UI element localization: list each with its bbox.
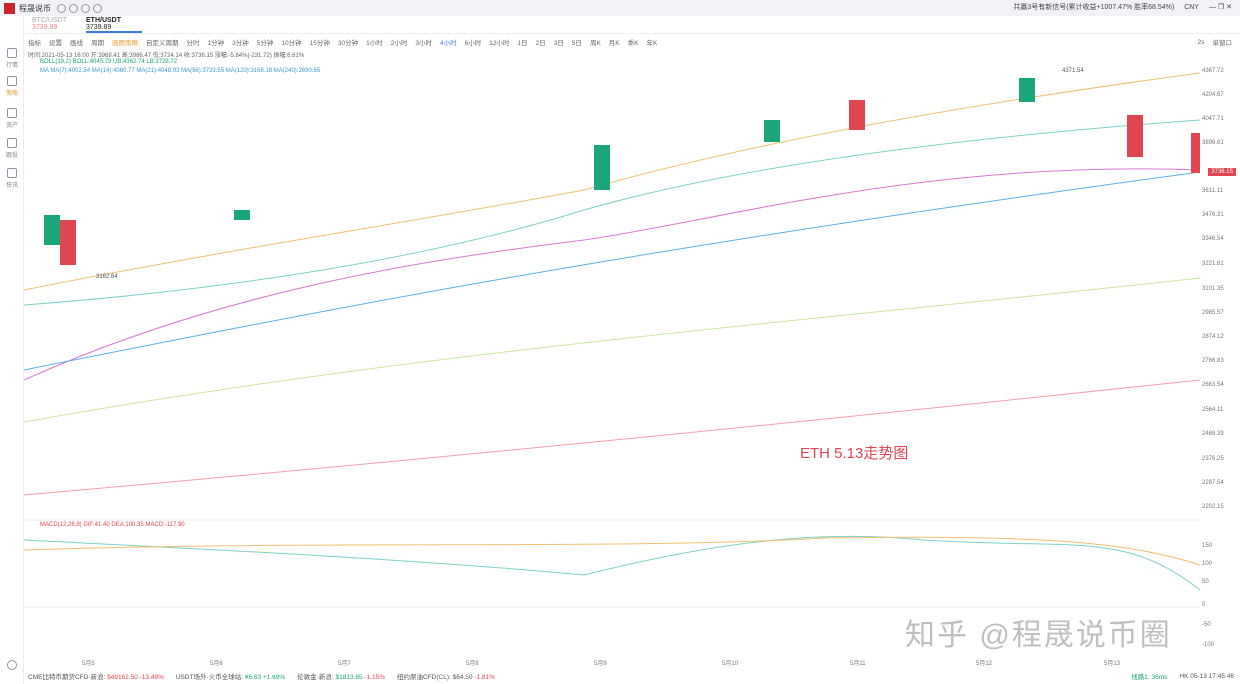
- ohlc-info: 时间:2021-05-13 16:00 开:3968.41 高:3986.47 …: [28, 53, 305, 59]
- phone-icon[interactable]: [93, 3, 102, 13]
- x-tick: 5月13: [1104, 661, 1121, 667]
- period-button[interactable]: 周期: [91, 40, 104, 47]
- period-option[interactable]: 2小时: [390, 40, 408, 47]
- signal-notice[interactable]: 共赢3号有新信号(累计收益+1007.47% 胜率68.54%): [1013, 4, 1175, 11]
- ticker-item[interactable]: CME比特币期货CFD·新浪: $49162.50 -13.49%: [28, 674, 164, 681]
- tab-eth[interactable]: ETH/USDT 3739.89: [86, 17, 142, 33]
- period-option[interactable]: 3日: [553, 40, 564, 47]
- period-option[interactable]: 年K: [646, 40, 658, 47]
- period-option[interactable]: 周K: [589, 40, 601, 47]
- x-tick: 5月10: [722, 661, 739, 667]
- toolbar: 指标 设置 画线 周期 画图策略 自定义周期 分时 1分钟 3分钟 5分钟 10分钟 15…: [28, 36, 1240, 48]
- ticker-item[interactable]: USDT场外·火币全球站: ¥6.63 +1.69%: [175, 674, 286, 681]
- x-tick: 5月7: [338, 661, 351, 667]
- period-option[interactable]: 月K: [608, 40, 620, 47]
- sidebar-item-strategy[interactable]: 策略: [3, 76, 21, 97]
- ticker-item[interactable]: 纽约原油CFD(CL): $64.50 -1.81%: [397, 674, 495, 681]
- x-tick: 5月12: [976, 661, 993, 667]
- period-option[interactable]: 5分钟: [256, 40, 274, 47]
- nav-icon[interactable]: [69, 3, 78, 13]
- ticker-item[interactable]: 伦敦金·新浪: $1813.85 -1.15%: [297, 674, 386, 681]
- app-logo: [4, 2, 15, 14]
- period-option[interactable]: 分时: [186, 40, 200, 47]
- macd-legend: MACD(12,26,9) DIF:41.40 DEA:100.35 MACD:…: [40, 522, 185, 528]
- strategy-button[interactable]: 画图策略: [112, 40, 138, 47]
- period-option[interactable]: 1日: [517, 40, 528, 47]
- nav-icon[interactable]: [81, 3, 90, 13]
- x-tick: 5月6: [210, 661, 223, 667]
- period-option[interactable]: 季K: [627, 40, 639, 47]
- x-tick: 5月8: [466, 661, 479, 667]
- chart-annotation: ETH 5.13走势图: [800, 445, 909, 462]
- sidebar-item-follow[interactable]: 跟投: [3, 138, 21, 159]
- ma-legend: MA MA(7):4002.54 MA(14):4060.77 MA(21):4…: [40, 68, 321, 74]
- period-option-active[interactable]: 4小时: [439, 40, 457, 47]
- period-option[interactable]: 3分钟: [232, 40, 249, 47]
- low-label: 3162.64: [96, 274, 118, 280]
- x-tick: 5月11: [850, 661, 866, 667]
- clock: HK 05-13 17:45:46: [1179, 672, 1234, 680]
- settings-icon[interactable]: [3, 660, 21, 672]
- title-bar: 程晟说币 共赢3号有新信号(累计收益+1007.47% 胜率68.54%) CNY…: [0, 0, 1240, 16]
- refresh-interval[interactable]: 2s: [1197, 38, 1205, 46]
- macd-axis: 150 100 50 0 -50 -100: [1202, 543, 1215, 648]
- sidebar-item-market[interactable]: 行情: [3, 48, 21, 69]
- tab-btc[interactable]: BTC/USDT 3739.89: [32, 17, 67, 31]
- last-price-tag: 3736.15: [1208, 168, 1236, 176]
- currency-select[interactable]: CNY: [1184, 3, 1199, 11]
- period-option[interactable]: 5日: [571, 40, 582, 47]
- indicator-button[interactable]: 指标: [28, 40, 41, 47]
- period-option[interactable]: 1分钟: [207, 40, 225, 47]
- window-controls[interactable]: — ❐ ✕: [1208, 4, 1232, 11]
- symbol-tabs: BTC/USDT 3739.89 ETH/USDT 3739.89: [24, 16, 1240, 34]
- boll-legend: BOLL(19,2) BOLL:4045.73 UB:4362.74 LB:37…: [40, 59, 178, 65]
- x-tick: 5月5: [82, 661, 95, 667]
- high-label: 4371.54: [1062, 68, 1084, 74]
- price-axis: 4367.72 4204.67 4047.71 3896.61 3611.11 3476.…: [1202, 68, 1224, 510]
- sidebar: 行情 策略 资产 跟投 快讯: [0, 16, 24, 684]
- ticker-footer: CME比特币期货CFD·新浪: $49162.50 -13.49% USDT场外…: [24, 668, 1240, 684]
- price-chart[interactable]: [24, 60, 1200, 658]
- sidebar-item-assets[interactable]: 资产: [3, 108, 21, 129]
- period-option[interactable]: 6小时: [464, 40, 482, 47]
- x-tick: 5月9: [594, 661, 607, 667]
- window-mode-select[interactable]: 单窗口: [1212, 40, 1233, 47]
- period-option[interactable]: 3小时: [415, 40, 432, 47]
- period-option[interactable]: 12小时: [489, 40, 510, 47]
- nav-icon[interactable]: [57, 3, 66, 13]
- period-option[interactable]: 1小时: [366, 40, 383, 47]
- watermark: 知乎 @程晟说币圈: [905, 619, 1172, 652]
- custom-period[interactable]: 自定义周期: [146, 40, 179, 47]
- draw-button[interactable]: 画线: [70, 40, 83, 47]
- latency-status: 线路1: 36ms: [1131, 674, 1168, 681]
- period-option[interactable]: 15分钟: [309, 40, 330, 47]
- sidebar-item-news[interactable]: 快讯: [3, 168, 21, 189]
- settings-button[interactable]: 设置: [49, 40, 62, 47]
- period-option[interactable]: 10分钟: [281, 40, 302, 47]
- app-name: 程晟说币: [19, 3, 51, 13]
- period-option[interactable]: 2日: [535, 40, 546, 47]
- period-option[interactable]: 30分钟: [337, 40, 359, 47]
